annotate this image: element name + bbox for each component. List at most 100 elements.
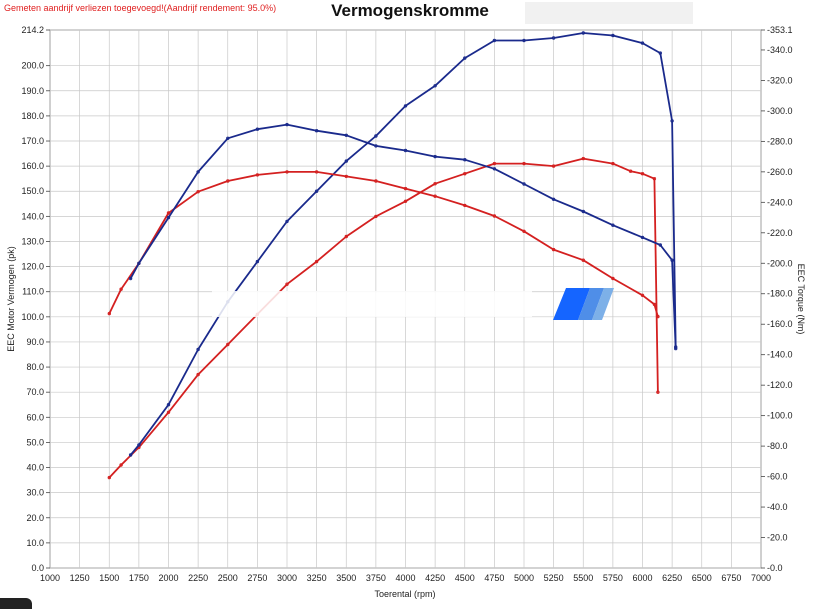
y-right-axis-ticks: -0.0 -20.0 -40.0 -60.0 -80.0 -100.0 -120.0 -140… <box>761 25 793 573</box>
y-left-axis-label: EEC Motor Vermogen (pk) <box>6 246 16 352</box>
series-1-point <box>611 161 615 166</box>
series-3-point <box>344 174 348 179</box>
series-2-point <box>522 38 526 43</box>
series-3-point <box>656 314 660 319</box>
series-1-point <box>628 169 633 173</box>
x-tick-label: 6500 <box>692 573 712 583</box>
y-left-tick-label: 150.0 <box>21 186 44 196</box>
series-3-point <box>166 211 171 215</box>
y-left-tick-label: 214.2 <box>21 25 44 35</box>
drive-loss-note: Gemeten aandrijf verliezen toegevoegd!(A… <box>4 3 277 13</box>
series-1-point <box>314 259 319 264</box>
y-left-tick-label: 0.0 <box>31 563 44 573</box>
series-1-point <box>463 171 467 176</box>
y-right-tick-label: -140.0 <box>767 350 793 360</box>
x-tick-label: 3250 <box>307 573 327 583</box>
series-3-point <box>196 189 200 194</box>
series-1-point <box>285 282 289 286</box>
series-4-point <box>226 136 230 140</box>
x-tick-label: 5000 <box>514 573 534 583</box>
y-right-tick-label: -340.0 <box>767 45 793 55</box>
y-right-tick-label: -120.0 <box>767 380 793 390</box>
series-1-point <box>492 161 497 166</box>
y-right-tick-label: -80.0 <box>767 441 788 451</box>
series-4-point <box>670 258 674 262</box>
series-3-point <box>522 229 526 233</box>
series-2-point <box>128 453 133 457</box>
series-line-3 <box>108 170 659 318</box>
x-tick-label: 6000 <box>632 573 652 583</box>
series-1-point <box>581 156 585 161</box>
series-3-point <box>314 170 319 174</box>
series-2-point <box>137 443 141 447</box>
series-2-point <box>196 347 200 352</box>
series-4-point <box>255 127 260 131</box>
y-right-tick-label: -40.0 <box>767 502 788 512</box>
series-3-point <box>551 247 556 252</box>
y-left-tick-label: 190.0 <box>21 86 44 96</box>
y-left-tick-label: 10.0 <box>26 538 44 548</box>
series-4-point <box>463 157 467 162</box>
series-2-point <box>344 159 348 163</box>
x-tick-label: 3000 <box>277 573 297 583</box>
series-4-point <box>640 235 645 240</box>
y-left-tick-label: 50.0 <box>26 437 44 447</box>
series-1-point <box>551 164 556 168</box>
series-1-point <box>652 176 657 181</box>
x-tick-label: 2750 <box>247 573 267 583</box>
series-4-point <box>344 133 348 137</box>
series-2-point <box>670 119 674 123</box>
series-1-point <box>640 171 645 176</box>
series-4-point <box>137 261 141 265</box>
y-right-tick-label: -320.0 <box>767 75 793 85</box>
y-right-tick-label: -280.0 <box>767 136 793 146</box>
y-right-tick-label: -240.0 <box>767 197 793 207</box>
series-4-point <box>522 182 526 186</box>
series-3-point <box>652 302 657 307</box>
x-tick-label: 7000 <box>751 573 771 583</box>
series-4-point <box>674 346 678 351</box>
x-tick-label: 1250 <box>70 573 90 583</box>
series-2-point <box>285 219 289 224</box>
x-tick-label: 5250 <box>544 573 564 583</box>
series-4-point <box>403 148 408 153</box>
x-axis-label: Toerental (rpm) <box>374 589 435 599</box>
x-axis-ticks: 1000 1250 1500 1750 2000 2250 2500 2750 3000 3250… <box>40 573 771 583</box>
x-tick-label: 3750 <box>366 573 386 583</box>
y-left-tick-label: 60.0 <box>26 412 44 422</box>
series-line-2 <box>129 32 677 456</box>
y-left-tick-label: 80.0 <box>26 362 44 372</box>
x-tick-label: 6250 <box>662 573 682 583</box>
y-left-tick-label: 130.0 <box>21 236 44 246</box>
series-1-point <box>374 214 378 219</box>
series-3-point <box>492 214 497 218</box>
series-2-point <box>640 41 645 45</box>
y-right-tick-label: -220.0 <box>767 228 793 238</box>
series-2-point <box>658 51 662 55</box>
series-1-point <box>226 342 230 347</box>
x-tick-label: 1750 <box>129 573 149 583</box>
series-3-point <box>374 179 378 183</box>
series-2-point <box>403 104 408 108</box>
y-right-tick-label: -180.0 <box>767 289 793 299</box>
series-4-point <box>611 223 615 227</box>
x-tick-label: 1000 <box>40 573 60 583</box>
series-4-point <box>374 144 378 148</box>
x-tick-label: 4500 <box>455 573 475 583</box>
series-1-point <box>433 181 437 186</box>
series-1-point <box>403 199 408 203</box>
y-left-tick-label: 100.0 <box>21 312 44 322</box>
series-4-point <box>492 167 497 171</box>
chart-title: Vermogenskromme <box>331 1 489 20</box>
series-4-point <box>314 128 319 133</box>
x-tick-label: 5750 <box>603 573 623 583</box>
y-right-tick-label: -20.0 <box>767 533 788 543</box>
series-2-point <box>433 84 437 88</box>
series-4-point <box>285 122 289 127</box>
x-tick-label: 4000 <box>395 573 415 583</box>
header-blank-box <box>525 2 693 24</box>
y-right-tick-label: -353.1 <box>767 25 793 35</box>
x-tick-label: 5500 <box>573 573 593 583</box>
x-tick-label: 3500 <box>336 573 356 583</box>
series-2-point <box>463 56 467 60</box>
